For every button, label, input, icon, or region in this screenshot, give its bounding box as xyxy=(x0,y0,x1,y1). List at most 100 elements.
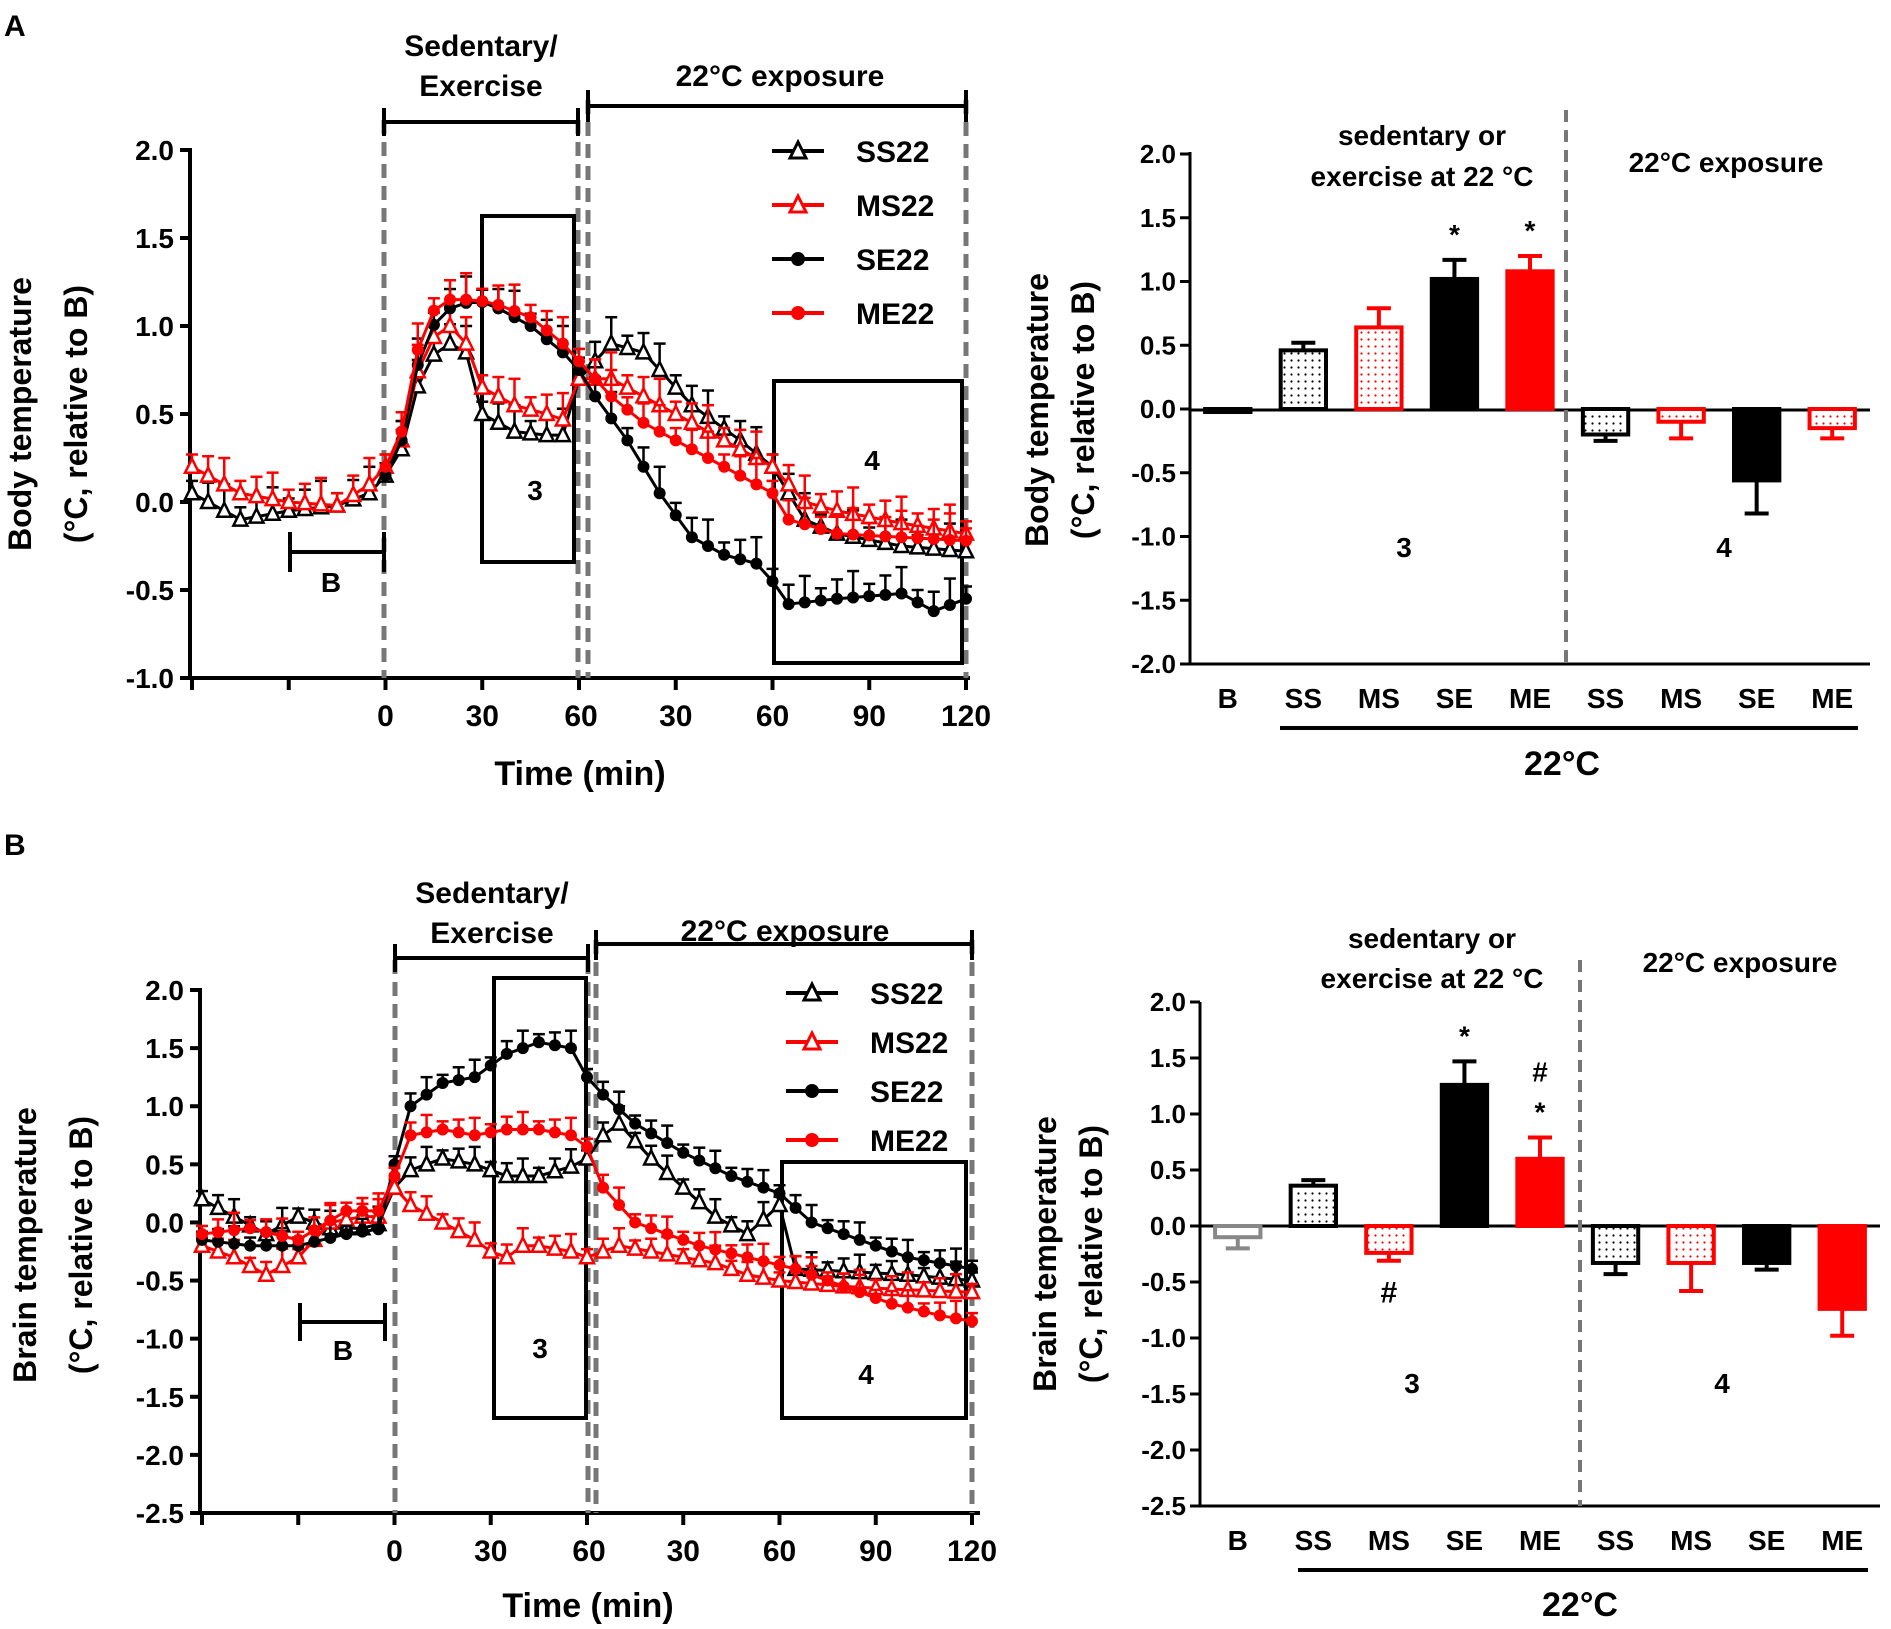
data-point xyxy=(379,460,392,473)
bar xyxy=(1742,1224,1792,1265)
data-point xyxy=(468,1071,481,1084)
data-point xyxy=(228,1224,241,1237)
data-point xyxy=(372,1204,385,1217)
bars: * * xyxy=(1203,215,1857,516)
data-point xyxy=(837,1280,850,1293)
data-point xyxy=(666,376,685,395)
bar-ss-5 xyxy=(1580,407,1631,443)
y-axis-label-line2: (°C, relative to B) xyxy=(63,1116,99,1374)
data-point xyxy=(427,304,440,317)
data-point xyxy=(524,311,537,324)
data-point xyxy=(521,398,540,417)
analysis-window-4-label: 4 xyxy=(864,445,880,476)
data-point xyxy=(821,1222,834,1235)
y-tick-label: -2.5 xyxy=(136,1498,184,1529)
data-point xyxy=(960,534,972,547)
analysis-window-3-label: 3 xyxy=(532,1333,548,1364)
data-point xyxy=(946,1280,965,1299)
bar xyxy=(1203,407,1253,414)
data-point xyxy=(532,1036,545,1049)
legend-marker xyxy=(805,1084,819,1098)
bar-me-8 xyxy=(1817,1224,1867,1338)
y-tick-label: -1.5 xyxy=(1131,585,1176,615)
data-point xyxy=(328,494,347,513)
data-point xyxy=(666,403,685,422)
phase-bracket-exposure xyxy=(594,930,974,960)
data-point xyxy=(734,469,747,482)
data-point xyxy=(199,491,218,510)
data-point xyxy=(629,1216,642,1229)
data-point xyxy=(706,1205,725,1224)
x-tick-label: 0 xyxy=(377,700,394,733)
data-point xyxy=(613,1199,626,1212)
significance-marker: * xyxy=(1535,1097,1546,1128)
data-point xyxy=(476,295,489,308)
data-point xyxy=(537,424,556,443)
x-tick-label: 60 xyxy=(756,700,789,733)
legend-item-ms22: MS22 xyxy=(772,190,934,223)
data-point xyxy=(962,1281,982,1300)
analysis-window-3 xyxy=(480,214,576,564)
data-point xyxy=(436,1123,449,1136)
category-labels: B SS MS SE ME SS MS SE ME xyxy=(1218,683,1854,714)
data-point xyxy=(763,456,782,475)
data-point xyxy=(379,469,392,482)
data-point xyxy=(427,318,440,331)
category-label: SS xyxy=(1597,1525,1634,1556)
data-point xyxy=(524,320,537,332)
legend-label: SE22 xyxy=(870,1076,943,1109)
bars: #*#* xyxy=(1213,1020,1867,1338)
phase-label-exposure: 22°C exposure xyxy=(676,60,885,93)
data-point xyxy=(564,1042,577,1055)
data-point xyxy=(674,1176,693,1195)
data-point xyxy=(192,1188,212,1207)
data-point xyxy=(484,1059,497,1072)
data-point xyxy=(940,539,959,558)
data-point xyxy=(661,1137,674,1150)
data-point xyxy=(706,1252,725,1271)
data-point xyxy=(545,1160,564,1179)
bar-ms-2 xyxy=(1354,306,1404,411)
data-point xyxy=(209,1197,228,1216)
y-tick-label: 0.5 xyxy=(135,399,174,430)
data-point xyxy=(853,1286,866,1299)
data-point xyxy=(933,1309,946,1322)
data-point xyxy=(481,1159,500,1178)
x-tick-label: 60 xyxy=(564,700,597,733)
section-label-2: 22°C exposure xyxy=(1629,147,1824,178)
data-point xyxy=(821,1274,834,1287)
data-point xyxy=(924,537,943,556)
data-point xyxy=(540,333,553,346)
data-point xyxy=(182,456,202,475)
body-temperature-line-chart: 2.0 1.5 1.0 0.5 0.0 -0.5 -1.0 0 30 60 30 60 90 120 S… xyxy=(2,30,991,793)
bar xyxy=(1439,1082,1490,1228)
data-point xyxy=(722,1258,741,1277)
region-label-4: 4 xyxy=(1716,532,1732,563)
bar xyxy=(1288,1183,1338,1229)
data-point xyxy=(690,1191,709,1210)
y-tick-label: 0.5 xyxy=(145,1149,184,1180)
legend-marker xyxy=(787,138,809,160)
y-tick-label: -0.5 xyxy=(1141,1267,1186,1297)
data-point xyxy=(564,1129,577,1142)
bar-ss-1 xyxy=(1288,1178,1338,1229)
data-point xyxy=(289,1205,308,1224)
data-point xyxy=(669,509,682,522)
legend-marker xyxy=(805,1133,819,1147)
data-point xyxy=(879,588,892,601)
data-point xyxy=(424,343,443,362)
y-tick-label: -2.0 xyxy=(136,1440,184,1471)
data-point xyxy=(757,1255,770,1268)
data-point xyxy=(766,487,779,500)
data-point xyxy=(395,425,408,438)
y-tick-label: 2.0 xyxy=(135,135,174,166)
legend-item-se22: SE22 xyxy=(772,244,929,277)
data-point xyxy=(401,1159,420,1178)
data-point xyxy=(653,425,666,438)
y-tick-label: 1.0 xyxy=(145,1091,184,1122)
y-axis-label-line2: (°C, relative to B) xyxy=(58,285,94,543)
data-point xyxy=(276,1239,289,1252)
data-point xyxy=(927,605,940,618)
data-point xyxy=(449,1150,468,1169)
data-point xyxy=(420,1088,433,1101)
